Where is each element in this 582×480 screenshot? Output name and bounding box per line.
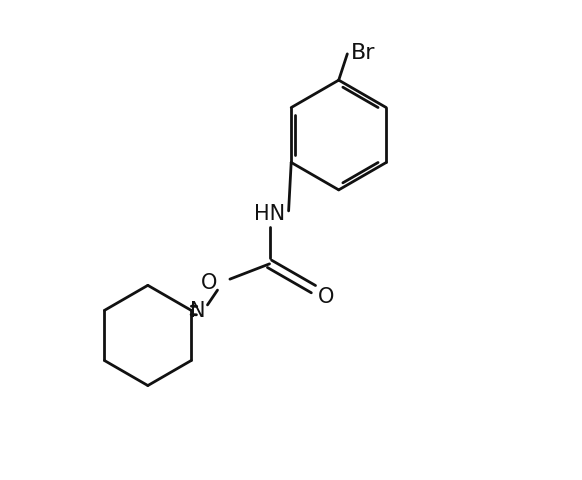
- Text: O: O: [318, 287, 334, 307]
- Text: Br: Br: [351, 43, 375, 63]
- Text: N: N: [190, 300, 205, 321]
- Text: O: O: [201, 273, 218, 293]
- Text: HN: HN: [254, 204, 285, 224]
